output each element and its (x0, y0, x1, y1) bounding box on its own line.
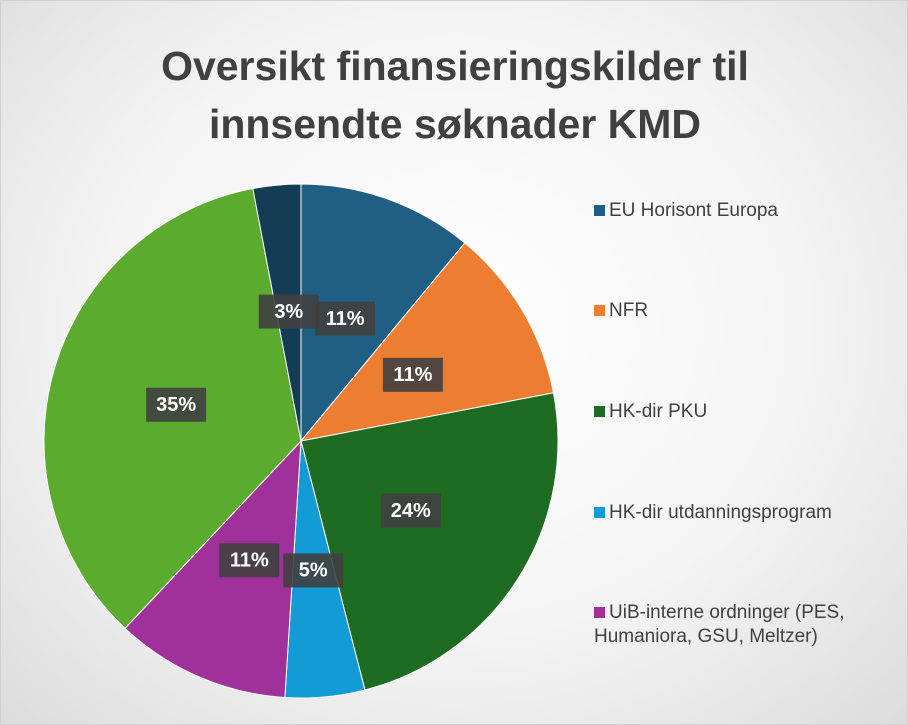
data-label-box (380, 493, 441, 528)
data-label: 11% (382, 357, 443, 392)
legend-item: HK-dir utdanningsprogram (594, 501, 884, 525)
data-label-box (283, 553, 344, 588)
data-label-text: 35% (156, 394, 196, 416)
legend-swatch (594, 205, 605, 216)
data-label-text: 5% (299, 560, 328, 582)
legend-label: NFR (609, 300, 649, 321)
data-label: 24% (380, 493, 441, 528)
data-label: 11% (219, 543, 280, 578)
data-label-box (146, 387, 207, 422)
data-label-text: 11% (326, 308, 365, 330)
pie-slice (124, 439, 302, 699)
data-label-box (219, 543, 280, 578)
data-label-box (382, 357, 443, 392)
legend-label: HK-dir utdanningsprogram (609, 502, 832, 523)
data-label-box (315, 301, 376, 336)
data-label: 11% (315, 301, 376, 336)
chart-title: Oversikt finansieringskilder til innsend… (161, 43, 749, 147)
pie-slice (300, 183, 466, 443)
legend-swatch (594, 507, 605, 518)
pie-slice (300, 392, 559, 691)
data-label: 35% (146, 387, 207, 422)
legend-label: HK-dir PKU (609, 401, 708, 422)
data-label-text: 24% (391, 500, 431, 522)
legend-label: UiB-interne ordninger (PES, Humaniora, G… (594, 602, 845, 647)
legend-label: EU Horisont Europa (609, 200, 778, 221)
legend-item: NFR (594, 299, 884, 323)
legend-swatch (594, 305, 605, 316)
data-label: 3% (258, 294, 319, 329)
legend-swatch (594, 607, 605, 618)
data-label-text: 11% (230, 550, 269, 572)
legend-swatch (594, 406, 605, 417)
pie-slice (299, 242, 555, 442)
data-label-text: 3% (274, 301, 303, 323)
data-label-box (258, 294, 319, 329)
legend-item: EU Horisont Europa (594, 199, 884, 223)
legend-item: UiB-interne ordninger (PES, Humaniora, G… (594, 601, 884, 649)
legend-item: HK-dir PKU (594, 400, 884, 424)
data-label: 5% (283, 553, 344, 588)
data-label-text: 11% (393, 364, 432, 386)
